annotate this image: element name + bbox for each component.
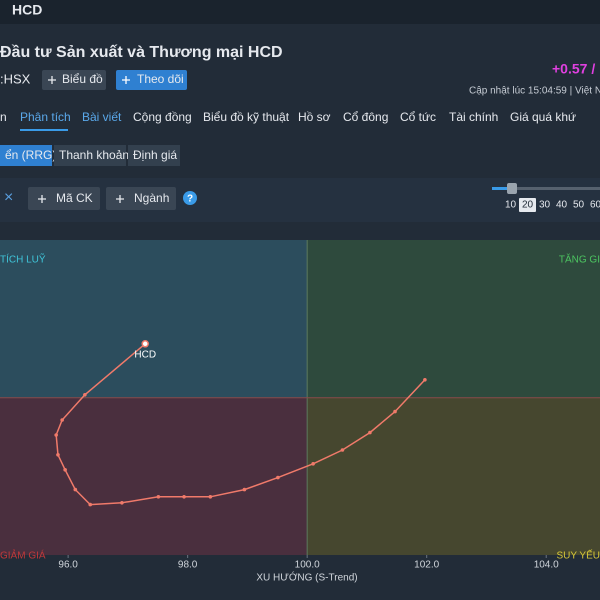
tab[interactable]: Cổ đông [343,110,388,124]
help-icon[interactable] [183,191,197,205]
tab[interactable]: Tài chính [449,110,498,124]
follow-button[interactable] [116,70,187,90]
period[interactable]: 30 [539,200,551,211]
slider-fill [492,187,512,190]
quadrant-weakening [307,397,600,555]
tab-underline [20,129,68,131]
trail-point [242,487,247,492]
price-change: +0.57 / [552,61,595,77]
trail-point [340,448,345,452]
period[interactable]: 60 [590,200,600,211]
trail-point [60,418,64,422]
period[interactable]: 20 [522,200,534,211]
x-tick-label: 102.0 [414,560,439,571]
subtab[interactable] [54,145,126,166]
head-point [141,340,149,348]
trail-point [73,487,78,492]
trail-point [56,453,60,457]
company-name: Đầu tư Sản xuất và Thương mại HCD [0,44,283,61]
tab[interactable]: Cổ tức [400,110,436,124]
plus-icon [48,76,56,84]
period[interactable]: 40 [556,200,568,211]
tab[interactable]: Phân tích [20,110,71,124]
update-time: Cập nhật lúc 15:04:59 | Việt Nam [469,86,600,97]
series-label: HCD [134,349,156,360]
trail-point [423,378,427,382]
tab[interactable]: Bài viết [82,110,122,124]
x-tick-label: 98.0 [178,560,198,571]
toolbar-button[interactable] [28,187,100,210]
quadrant-improving [0,240,308,398]
x-tick-label: 96.0 [58,560,78,571]
trail-point [393,409,397,414]
quadrant-leading [307,240,600,398]
trail-point [120,501,124,505]
subtab[interactable] [0,145,52,166]
follow-button-label[interactable]: Theo dõi [137,72,184,86]
quadrant-label: TÍCH LUỸ [0,253,46,266]
tab[interactable]: Cộng đồng [133,110,192,124]
quadrant-label: SUY YẾU [556,549,600,562]
trail-point [83,393,87,397]
quadrant-lagging [0,397,308,555]
trail-point [208,495,213,499]
x-tick-label: 100.0 [295,560,320,571]
tab[interactable]: Hồ sơ [298,110,331,124]
subtab-label[interactable]: ển (RRG) [5,148,56,162]
quadrant-label: TĂNG GI [559,253,600,266]
trail-point [63,468,67,472]
period[interactable]: 10 [505,200,517,211]
slider-track [492,187,600,190]
top-bar [0,0,600,24]
trail-point [311,462,315,466]
x-axis-label: XU HƯỚNG (S-Trend) [256,571,357,584]
plus-icon [38,195,46,203]
x-tick-label: 104.0 [534,560,559,571]
period-active [519,198,536,212]
chart-button-label[interactable]: Biểu đồ [62,72,103,86]
plus-icon [116,195,124,203]
toolbar-button-label[interactable]: Mã CK [56,191,93,205]
subtab-label[interactable]: Định giá [133,148,177,162]
trail-point [156,495,161,499]
period[interactable]: 50 [573,200,585,211]
ticker: HCD [12,2,42,18]
close-icon[interactable]: × [4,189,13,206]
subtab[interactable] [128,145,180,166]
toolbar-button[interactable] [106,187,176,210]
trail-point [54,433,58,437]
toolbar-button-label[interactable]: Ngành [134,191,169,205]
plus-icon [122,76,130,84]
trail-point [276,475,280,480]
tab[interactable]: Biểu đồ kỹ thuật [203,110,290,124]
quadrant-label: GIẢM GIÁ [0,549,46,562]
exchange: :HSX [0,71,31,86]
trail-point [182,495,186,499]
tab[interactable]: Giá quá khứ [510,110,576,124]
tab[interactable]: n [0,110,7,124]
chart-button[interactable] [42,70,106,90]
slider-thumb[interactable] [507,183,517,194]
trail-point [368,430,372,435]
subtab-label[interactable]: Thanh khoản [59,148,129,162]
help-label[interactable]: ? [187,194,193,205]
trail-point [88,502,93,507]
